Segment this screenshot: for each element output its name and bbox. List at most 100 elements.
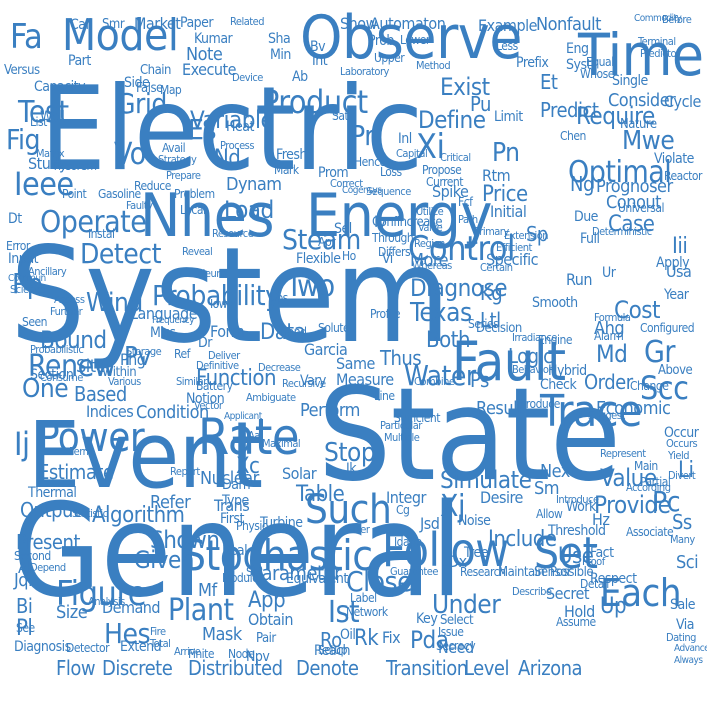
- word-commun: Commun: [8, 273, 46, 284]
- word-study: Study: [28, 154, 68, 173]
- word-kumar: Kumar: [194, 31, 233, 47]
- word-pda: Pda: [410, 626, 449, 654]
- word-similar: Similar: [176, 375, 207, 388]
- word-present: Present: [16, 530, 80, 554]
- word-due: Due: [574, 209, 598, 225]
- word-prob: Prob: [368, 33, 394, 49]
- word-definitive: Definitive: [196, 359, 239, 372]
- word-nonfault: Nonfault: [536, 14, 602, 35]
- word-possible: Possible: [550, 565, 594, 580]
- word-provide: Provide: [594, 491, 671, 519]
- word-ng: Ng: [570, 172, 594, 196]
- word-output: Output: [20, 498, 80, 522]
- word-steam: Steam: [282, 223, 361, 256]
- word-equal: Equal: [586, 55, 614, 69]
- word-physic: Physic: [236, 519, 268, 533]
- word-series: Series: [468, 317, 499, 331]
- word-et: Et: [540, 70, 558, 94]
- word-describe: Describe: [512, 585, 552, 598]
- word-eps: Eps: [270, 291, 288, 305]
- word-app: App: [248, 588, 286, 613]
- word-one: One: [22, 374, 69, 404]
- word-occurs: Occurs: [666, 437, 698, 450]
- word-pn: Pn: [492, 138, 520, 168]
- word-smooth: Smooth: [532, 295, 578, 311]
- word-equivalent: Equivalent: [286, 571, 348, 587]
- word-denote: Denote: [296, 656, 359, 680]
- word-irradiance: Irradiance: [512, 331, 557, 344]
- word-run: Run: [566, 270, 593, 289]
- word-fire: Fire: [150, 625, 166, 638]
- word-ltl: Ltl: [480, 308, 501, 332]
- word-turbine: Turbine: [260, 515, 303, 531]
- word-first: First: [220, 511, 244, 527]
- word-detail: Detail: [580, 577, 609, 591]
- word-theorem: Theorem: [52, 159, 97, 173]
- word-nuclear: Nuclear: [200, 468, 259, 489]
- word-renew: Renew: [28, 349, 116, 384]
- word-sat: Sat: [332, 109, 349, 123]
- word-storage: Storage: [126, 345, 162, 358]
- word-such: Such: [305, 487, 392, 533]
- word-xi: Xi: [416, 127, 445, 167]
- word-tree: Tree: [464, 545, 489, 561]
- word-profile: Profile: [370, 307, 401, 321]
- word-garcia: Garcia: [304, 340, 348, 359]
- word-eng: Eng: [566, 41, 589, 57]
- word-grid: Grid: [116, 87, 167, 120]
- word-reactor: Reactor: [664, 169, 702, 183]
- word-apr: Apr: [318, 235, 336, 249]
- word-paper: Paper: [180, 15, 214, 31]
- word-table: Table: [296, 482, 345, 507]
- word-single: Single: [612, 73, 648, 89]
- word-partial: Partial: [640, 475, 671, 489]
- word-ps: Ps: [470, 368, 489, 392]
- word-ab: Ab: [292, 69, 308, 85]
- word-oil: Oil: [340, 627, 356, 643]
- word-test: Test: [18, 95, 69, 130]
- word-ss: Ss: [672, 510, 692, 534]
- word-idaho: Idaho: [394, 535, 422, 549]
- word-path: Path: [458, 213, 478, 226]
- word-correct: Correct: [330, 177, 363, 190]
- word-wind: Wind: [86, 288, 143, 318]
- word-chain: Chain: [140, 63, 171, 78]
- word-ro: Ro: [320, 628, 342, 652]
- word-full: Full: [580, 231, 600, 247]
- word-indices: Indices: [86, 402, 134, 421]
- word-flow: Flow: [56, 656, 96, 680]
- word-science: Science: [10, 283, 45, 296]
- word-strategy: Strategy: [158, 153, 197, 166]
- word-hold: Hold: [564, 602, 595, 621]
- word-frequency: Frequency: [152, 315, 194, 326]
- word-cogensys: Cogensys: [342, 185, 382, 196]
- word-operate: Operate: [40, 205, 147, 240]
- word-trans: Trans: [214, 496, 250, 515]
- word-rate: Rate: [198, 408, 300, 466]
- word-type: Type: [222, 493, 249, 509]
- word-result: Result: [476, 398, 523, 419]
- word-solute: Solute: [318, 321, 350, 335]
- word-hence: Hence: [354, 155, 386, 169]
- word-suggest: Suggest: [588, 409, 625, 422]
- word-general: General: [12, 477, 463, 626]
- word-level: Level: [464, 656, 509, 680]
- word-recursive: Recursive: [282, 377, 326, 390]
- word-respect: Respect: [590, 571, 637, 587]
- word-extension: Extension: [504, 229, 549, 242]
- word-lower: Lower: [400, 33, 430, 47]
- word-deterministic: Deterministic: [592, 225, 652, 238]
- word-instal: Instal: [88, 227, 115, 241]
- word-plant: Plant: [168, 593, 234, 628]
- word-associate: Associate: [626, 525, 674, 539]
- word-es: Es: [188, 113, 217, 146]
- word-data: Data: [260, 320, 306, 345]
- word-close: Close: [346, 565, 413, 598]
- word-decision: Decision: [476, 321, 522, 336]
- word-upper: Upper: [374, 51, 405, 65]
- word-dynam: Dynam: [226, 174, 282, 195]
- word-engine: Engine: [538, 333, 573, 347]
- word-depend: Depend: [30, 561, 66, 574]
- word-note: Note: [186, 44, 223, 65]
- word-section: Section: [30, 367, 74, 383]
